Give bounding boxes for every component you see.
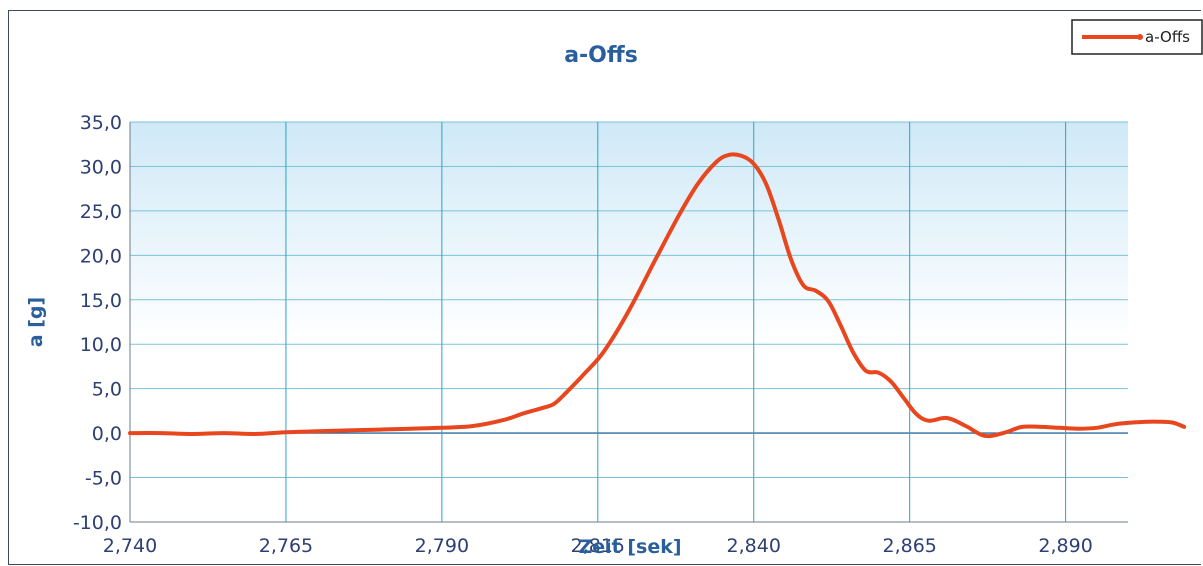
x-axis-title: Zeit [sek]: [578, 536, 681, 558]
x-tick-label: 2,740: [103, 535, 157, 557]
x-tick-label: 2,790: [415, 535, 469, 557]
x-tick-label: 2,815: [571, 535, 625, 557]
chart-title: a-Offs: [564, 43, 638, 68]
x-tick-label: 2,865: [882, 535, 936, 557]
series-line: [128, 152, 1187, 439]
legend-label: a-Offs: [1145, 28, 1190, 46]
x-tick-label: 2,765: [259, 535, 313, 557]
y-tick-label: -10,0: [73, 512, 122, 534]
y-tick-label: 25,0: [80, 201, 122, 223]
y-axis-title: a [g]: [25, 297, 47, 347]
y-tick-label: 35,0: [80, 112, 122, 134]
series-layer: [128, 152, 1187, 439]
x-axis-ticks: 2,740 2,765 2,790 2,815 2,840 2,865 2,890: [103, 535, 1093, 557]
y-tick-label: 0,0: [92, 423, 122, 445]
plot-area: [130, 122, 1128, 522]
legend: a-Offs: [1071, 19, 1203, 55]
y-tick-label: 15,0: [80, 290, 122, 312]
y-axis-ticks: 35,0 30,0 25,0 20,0 15,0 10,0 5,0 0,0 -5,0 -10,0: [73, 112, 122, 534]
y-tick-label: 10,0: [80, 334, 122, 356]
y-tick-label: 30,0: [80, 156, 122, 178]
y-tick-label: 5,0: [92, 379, 122, 401]
y-tick-label: 20,0: [80, 245, 122, 267]
x-tick-label: 2,840: [727, 535, 781, 557]
y-tick-label: -5,0: [85, 468, 122, 490]
legend-marker: [1137, 34, 1143, 40]
x-tick-label: 2,890: [1038, 535, 1092, 557]
